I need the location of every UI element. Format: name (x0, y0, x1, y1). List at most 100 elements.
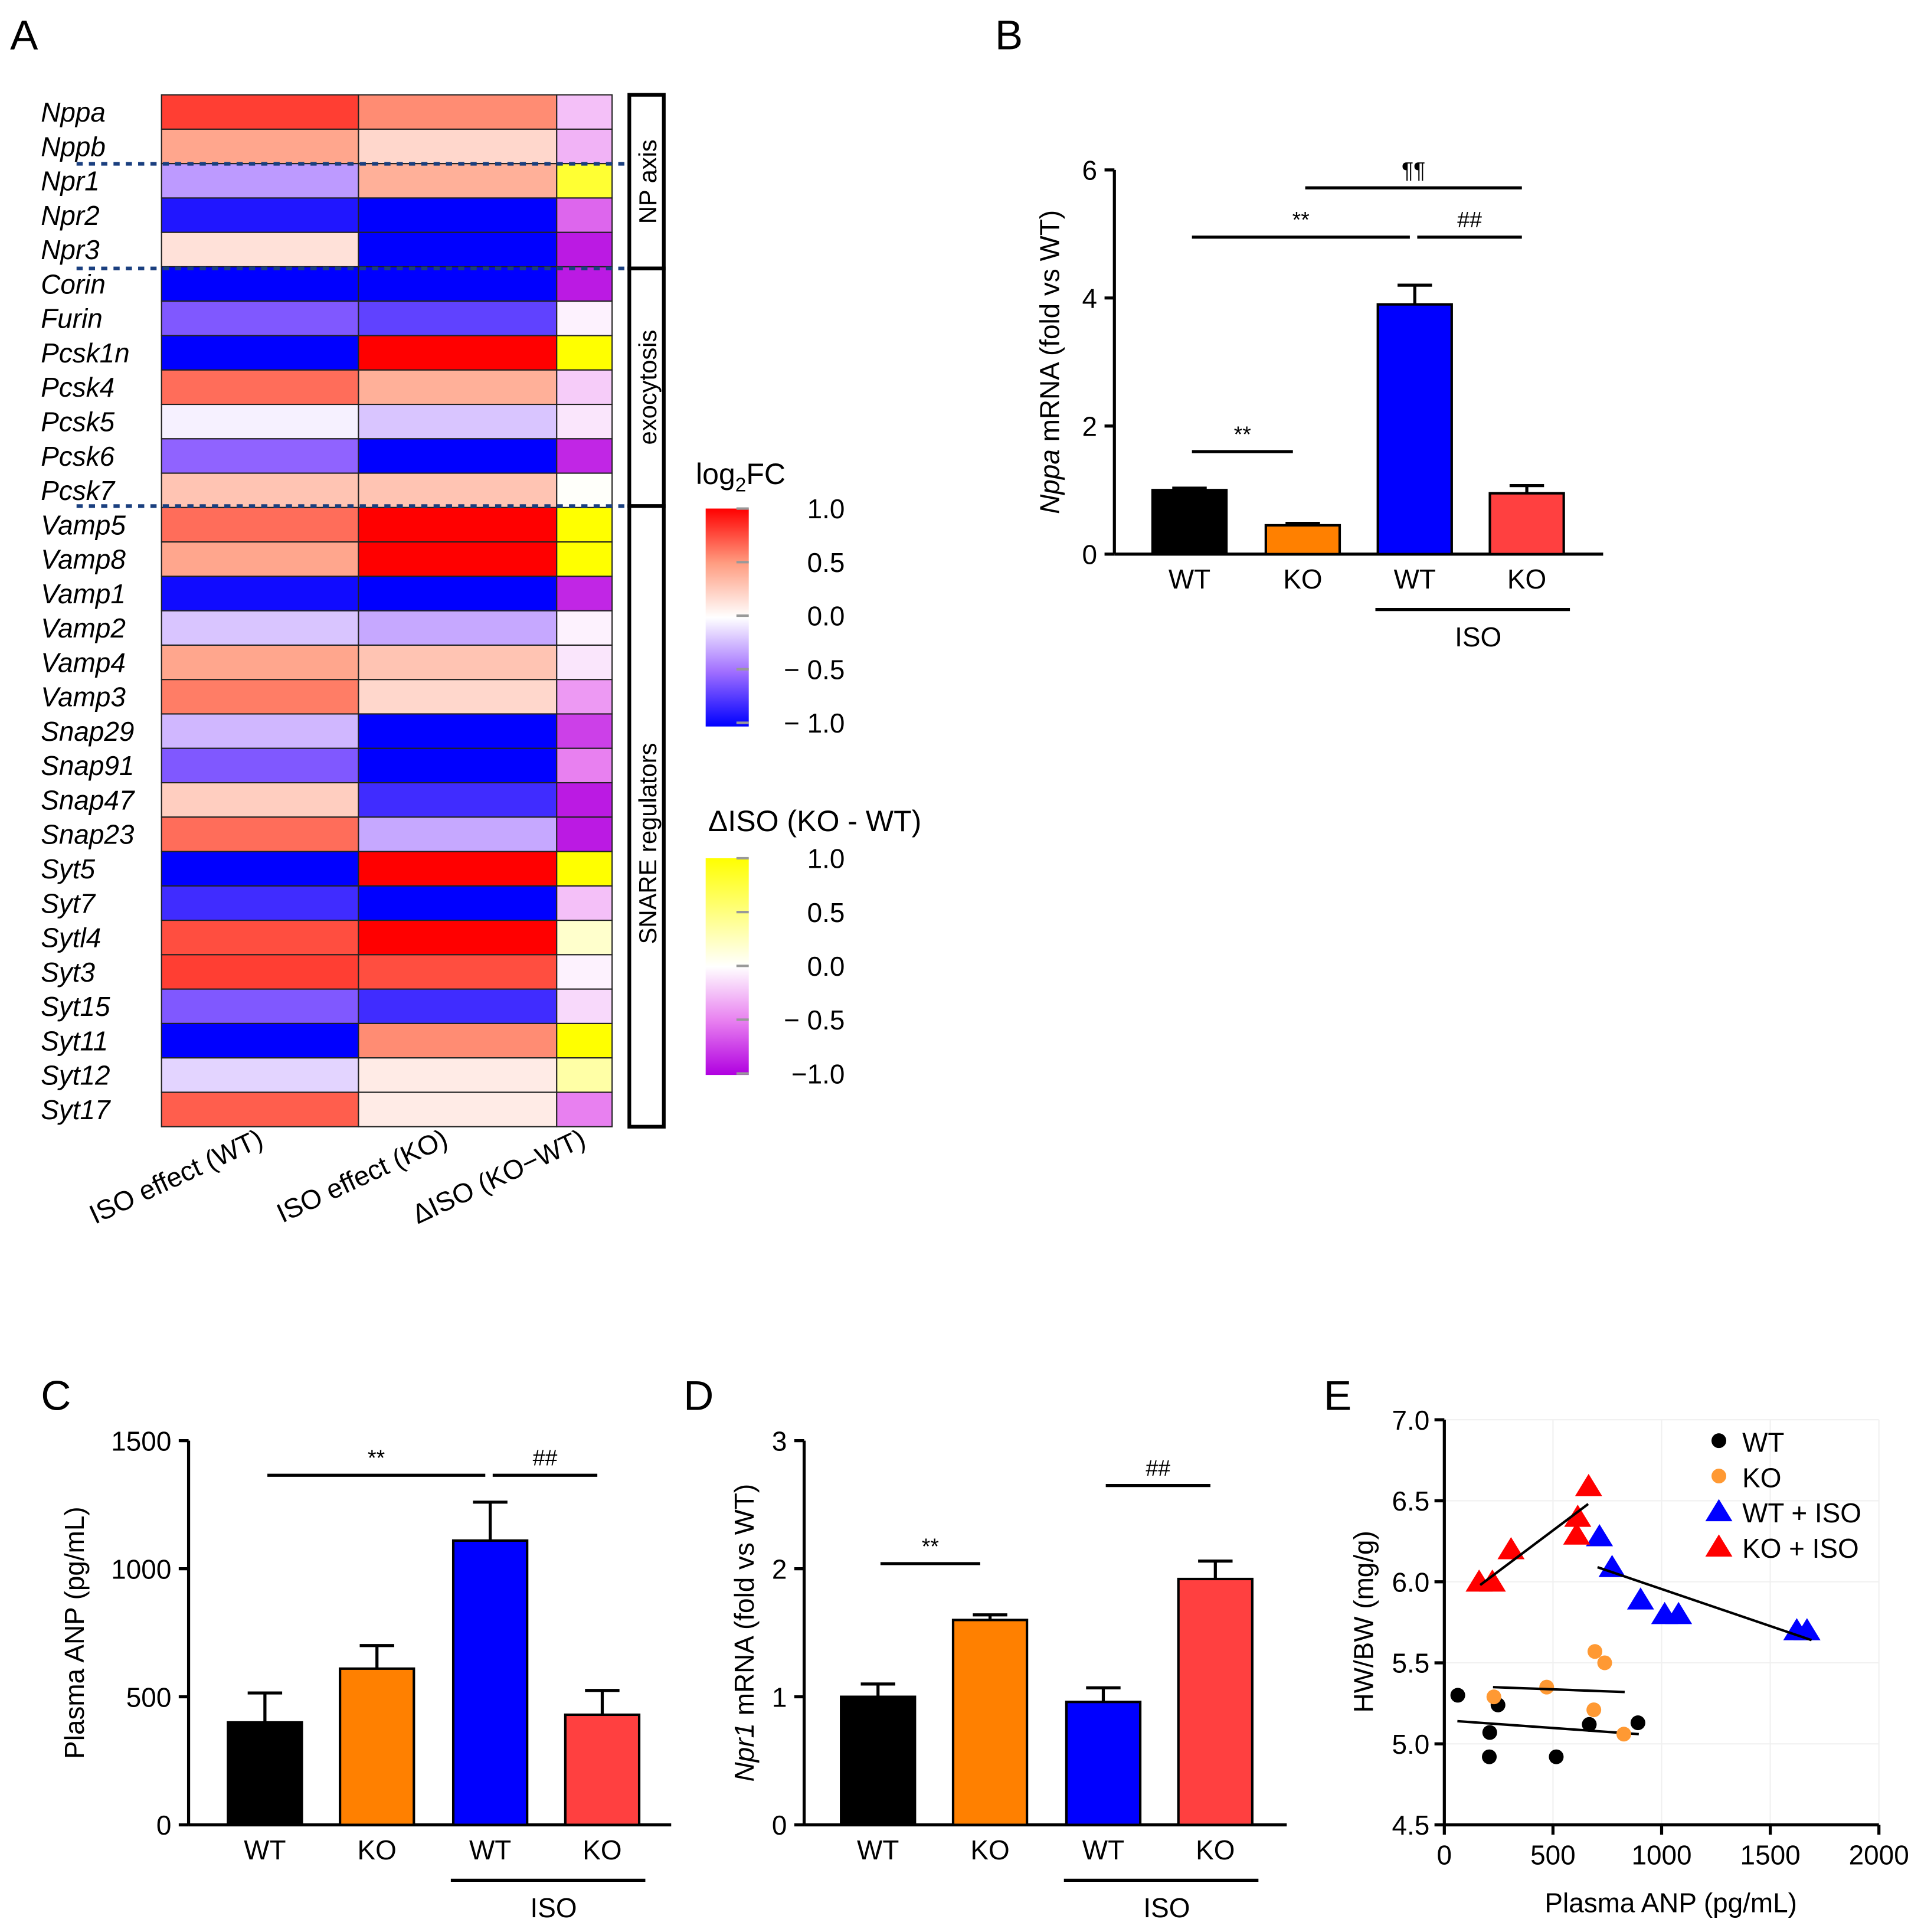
legend-title-sub: 2 (735, 474, 747, 496)
y-axis-label: Npr1 mRNA (fold vs WT) (729, 1484, 760, 1782)
gene-label: Syt7 (41, 888, 96, 918)
x-tick-label: WT (244, 1835, 286, 1865)
y-axis-label-text: Plasma ANP (pg/mL) (59, 1506, 90, 1758)
data-point (1450, 1688, 1465, 1703)
y-axis-label: HW/BW (mg/g) (1348, 1531, 1379, 1712)
heatmap-cell (358, 576, 558, 612)
heatmap-cell (161, 541, 359, 577)
colorbar-tick-label: − 0.5 (784, 1005, 845, 1035)
heatmap-cell (358, 679, 558, 715)
legend-title-log2fc: log2FC (696, 457, 786, 496)
legend-label: KO (1742, 1462, 1781, 1493)
data-point (1586, 1702, 1602, 1718)
heatmap-cell (556, 576, 613, 612)
gene-label: Snap23 (41, 819, 135, 850)
heatmap-cell (556, 197, 613, 233)
colorbar-tick-label: 1.0 (807, 844, 845, 874)
heatmap-cell (556, 713, 613, 749)
y-tick-label: 4 (1082, 283, 1098, 314)
heatmap-cell (161, 506, 359, 543)
heatmap-cell (161, 438, 359, 474)
bar (840, 1695, 917, 1826)
legend-title-delta: ΔISO (KO - WT) (708, 805, 921, 838)
group-label: NP axis (634, 139, 662, 224)
column-label: ISO effect (WT) (84, 1123, 267, 1230)
gene-label: Pcsk6 (41, 441, 114, 472)
heatmap-cell (161, 94, 359, 130)
heatmap-cell (358, 472, 558, 508)
heatmap-cell (161, 1022, 359, 1059)
heatmap-cell (556, 920, 613, 956)
y-tick-label: 6.0 (1392, 1567, 1430, 1597)
heatmap-cell (358, 369, 558, 406)
heatmap-cell (358, 438, 558, 474)
heatmap-cell (161, 782, 359, 818)
colorbar-tick-label: 0.0 (807, 951, 845, 982)
heatmap-cell (358, 954, 558, 990)
x-tick-label: WT (857, 1835, 899, 1865)
heatmap-cell (161, 679, 359, 715)
colorbar-tick-label: 0.5 (807, 897, 845, 928)
iso-group-label: ISO (1455, 622, 1501, 652)
heatmap-cell (161, 231, 359, 268)
heatmap-cell (161, 1091, 359, 1127)
gene-label: Syt15 (41, 991, 110, 1022)
heatmap-cell (161, 128, 359, 165)
x-tick-label: WT (1394, 564, 1436, 594)
heatmap-cell (556, 541, 613, 577)
heatmap-cell (358, 713, 558, 749)
trend-line (1479, 1503, 1589, 1586)
heatmap-cell (358, 885, 558, 921)
heatmap-cell (358, 851, 558, 887)
x-axis-label: Plasma ANP (pg/mL) (1544, 1888, 1796, 1918)
heatmap-cell (358, 610, 558, 646)
heatmap-cell (358, 782, 558, 818)
y-tick-label: 2 (1082, 411, 1098, 442)
heatmap-cell (556, 369, 613, 406)
heatmap-cell (556, 231, 613, 268)
heatmap-cell (161, 576, 359, 612)
gene-label: Npr2 (41, 200, 99, 231)
x-tick-label: WT (1082, 1835, 1124, 1865)
legend-title-part: log (696, 457, 735, 491)
heatmap-cell (358, 644, 558, 681)
y-tick-label: 1 (772, 1682, 787, 1712)
gene-label: Vamp4 (41, 647, 126, 678)
x-tick-label: KO (358, 1835, 397, 1865)
y-tick-label: 0 (772, 1810, 787, 1841)
gene-label: Nppa (41, 97, 106, 128)
heatmap-cell (358, 920, 558, 956)
data-point (1665, 1601, 1693, 1624)
panel-letter-d: D (683, 1373, 714, 1420)
heatmap-cell (358, 506, 558, 543)
gene-label: Vamp1 (41, 578, 126, 609)
data-point (1586, 1524, 1614, 1547)
y-tick-label: 500 (126, 1682, 172, 1712)
colorbar-tick-label: 0.0 (807, 601, 845, 632)
data-point (1564, 1505, 1592, 1527)
group-label: SNARE regulators (634, 743, 662, 944)
data-point (1482, 1725, 1497, 1740)
gene-label: Vamp5 (41, 509, 126, 540)
y-axis-label-gene: Nppa (1034, 449, 1065, 514)
colorbar-tick-label: − 1.0 (784, 708, 845, 738)
heatmap-cell (358, 747, 558, 784)
panel-letter-e: E (1324, 1373, 1351, 1420)
heatmap-cell (161, 644, 359, 681)
colorbar-tick-label: −1.0 (791, 1058, 845, 1089)
x-tick-label: KO (1283, 564, 1322, 594)
gene-label: Syt5 (41, 854, 95, 884)
gene-label: Snap29 (41, 716, 134, 747)
heatmap-cell (556, 610, 613, 646)
heatmap-cell (358, 816, 558, 852)
y-tick-label: 7.0 (1392, 1405, 1430, 1436)
x-tick-label: 1000 (1631, 1839, 1691, 1870)
heatmap-cell (556, 128, 613, 165)
group-label: exocytosis (634, 330, 662, 445)
heatmap-cell (161, 300, 359, 336)
iso-group-label: ISO (531, 1892, 577, 1923)
heatmap-cell (556, 851, 613, 887)
y-tick-label: 5.5 (1392, 1648, 1430, 1679)
